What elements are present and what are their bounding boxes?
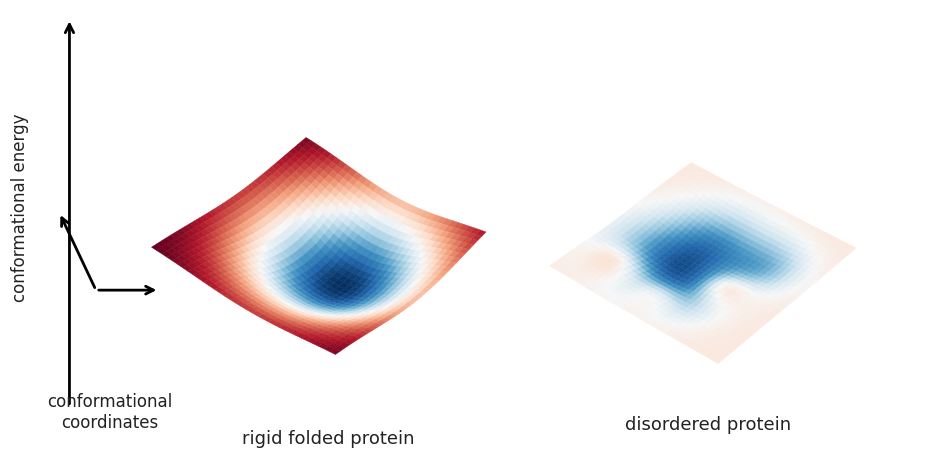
Text: rigid folded protein: rigid folded protein <box>243 430 415 448</box>
Text: disordered protein: disordered protein <box>625 416 792 434</box>
Text: conformational energy: conformational energy <box>11 114 30 302</box>
Text: conformational
coordinates: conformational coordinates <box>46 393 172 432</box>
